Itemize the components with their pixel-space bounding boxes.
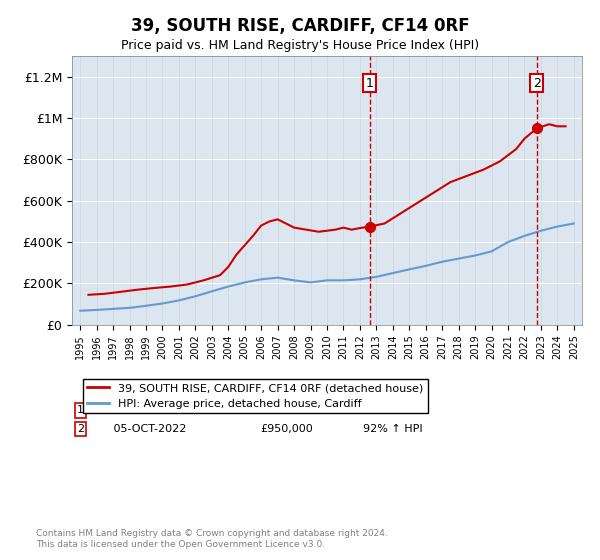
Text: 09-AUG-2012: 09-AUG-2012: [103, 405, 188, 416]
Legend: 39, SOUTH RISE, CARDIFF, CF14 0RF (detached house), HPI: Average price, detached: 39, SOUTH RISE, CARDIFF, CF14 0RF (detac…: [83, 379, 428, 413]
Text: 39, SOUTH RISE, CARDIFF, CF14 0RF: 39, SOUTH RISE, CARDIFF, CF14 0RF: [131, 17, 469, 35]
Text: 1: 1: [77, 405, 84, 416]
Text: 65% ↑ HPI: 65% ↑ HPI: [362, 405, 422, 416]
Text: 2: 2: [77, 424, 84, 434]
Text: Contains HM Land Registry data © Crown copyright and database right 2024.
This d: Contains HM Land Registry data © Crown c…: [36, 529, 388, 549]
Text: £475,000: £475,000: [260, 405, 314, 416]
Text: 92% ↑ HPI: 92% ↑ HPI: [362, 424, 422, 434]
Text: 1: 1: [366, 77, 374, 90]
Text: £950,000: £950,000: [260, 424, 313, 434]
Text: Price paid vs. HM Land Registry's House Price Index (HPI): Price paid vs. HM Land Registry's House …: [121, 39, 479, 52]
Text: 2: 2: [533, 77, 541, 90]
Text: 05-OCT-2022: 05-OCT-2022: [103, 424, 186, 434]
